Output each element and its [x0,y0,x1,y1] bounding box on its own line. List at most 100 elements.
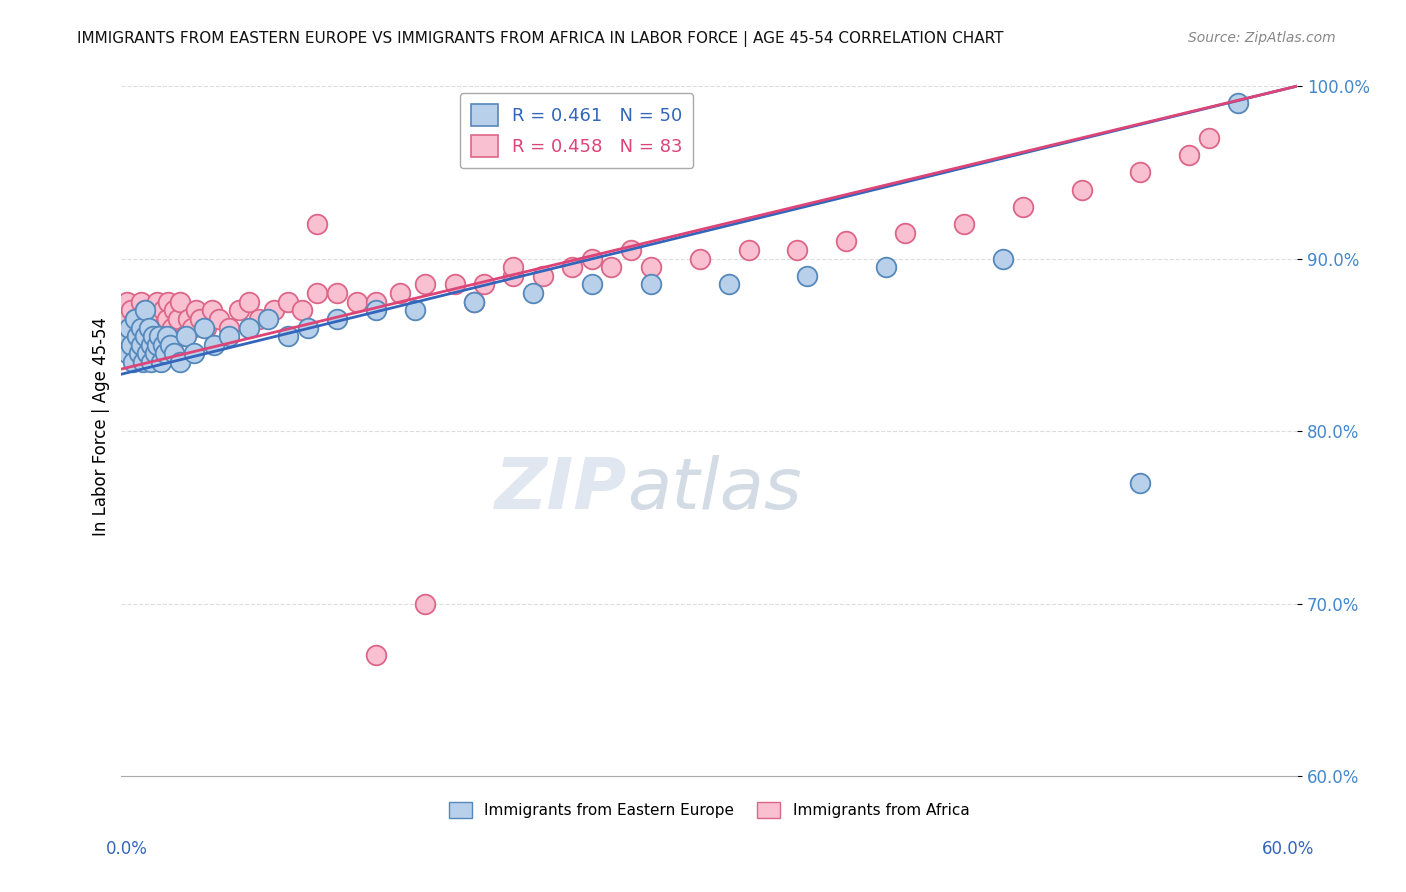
Point [181,320,204,334]
Point [1198,131,1220,145]
Point [183,346,205,360]
Text: ZIP: ZIP [495,455,627,524]
Point [162,320,184,334]
Point [894,226,917,240]
Point [114,329,136,343]
Point [413,277,436,292]
Point [124,312,146,326]
Point [366,294,388,309]
Point [139,355,162,369]
Point [169,355,191,369]
Point [522,286,544,301]
Y-axis label: In Labor Force | Age 45-54: In Labor Force | Age 45-54 [93,318,110,536]
Point [153,346,176,360]
Point [297,320,319,334]
Point [120,303,142,318]
Point [155,312,177,326]
Point [129,294,152,309]
Point [502,260,524,275]
Point [135,329,157,343]
Point [875,260,897,275]
Point [581,277,603,292]
Point [169,294,191,309]
Point [167,312,190,326]
Text: IMMIGRANTS FROM EASTERN EUROPE VS IMMIGRANTS FROM AFRICA IN LABOR FORCE | AGE 45: IMMIGRANTS FROM EASTERN EUROPE VS IMMIGR… [77,31,1004,47]
Point [139,320,162,334]
Point [134,303,156,318]
Text: 0.0%: 0.0% [105,840,148,858]
Point [388,286,411,301]
Point [200,303,222,318]
Point [157,294,180,309]
Text: atlas: atlas [627,455,801,524]
Point [561,260,583,275]
Point [163,303,186,318]
Point [117,312,139,326]
Point [1011,200,1033,214]
Point [153,329,176,343]
Point [238,320,260,334]
Point [263,303,285,318]
Point [148,329,170,343]
Point [796,268,818,283]
Point [152,338,174,352]
Point [600,260,623,275]
Point [149,320,172,334]
Point [152,303,174,318]
Point [132,338,155,352]
Point [786,243,808,257]
Point [165,329,187,343]
Point [689,252,711,266]
Point [620,243,643,257]
Point [134,329,156,343]
Point [139,338,162,352]
Point [188,312,211,326]
Point [717,277,740,292]
Point [326,312,349,326]
Point [993,252,1015,266]
Point [193,320,215,334]
Point [531,268,554,283]
Point [132,355,155,369]
Point [120,338,142,352]
Point [143,346,166,360]
Point [155,329,177,343]
Point [177,312,200,326]
Point [366,303,388,318]
Point [174,329,197,343]
Point [1129,165,1152,179]
Point [640,260,662,275]
Point [134,303,156,318]
Point [208,312,231,326]
Point [228,303,250,318]
Point [404,303,426,318]
Point [640,277,662,292]
Point [277,329,299,343]
Point [307,286,329,301]
Point [247,312,270,326]
Point [326,286,349,301]
Point [114,329,136,343]
Point [502,268,524,283]
Point [145,338,167,352]
Point [257,312,280,326]
Point [366,648,388,663]
Point [218,329,240,343]
Point [128,329,150,343]
Point [129,338,152,352]
Point [184,303,207,318]
Legend: Immigrants from Eastern Europe, Immigrants from Africa: Immigrants from Eastern Europe, Immigran… [443,797,976,824]
Point [142,329,165,343]
Point [163,346,186,360]
Point [413,597,436,611]
Point [443,277,465,292]
Point [138,312,160,326]
Point [202,338,225,352]
Point [159,338,181,352]
Point [138,320,160,334]
Point [238,294,260,309]
Point [463,294,485,309]
Point [1129,475,1152,490]
Point [117,346,139,360]
Point [142,329,165,343]
